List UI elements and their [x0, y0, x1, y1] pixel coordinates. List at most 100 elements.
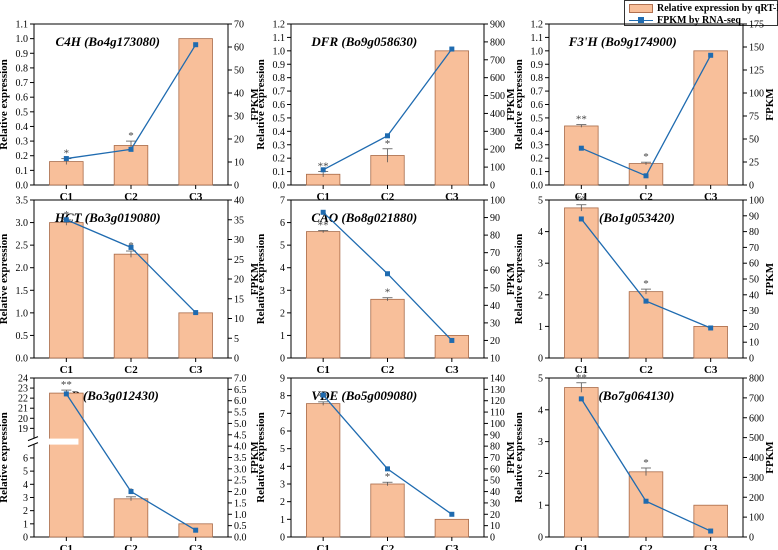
x-tick-label: C1 [316, 543, 329, 550]
y-axis-label: Relative expression [0, 59, 10, 150]
bar-C2 [370, 298, 405, 359]
bar-C1 [564, 207, 599, 359]
significance-mark: * [643, 151, 649, 163]
y-tick-label: 0.7 [16, 78, 29, 89]
fpkm-point-C1 [63, 156, 69, 162]
y2-tick-label: 175 [749, 20, 764, 31]
y-tick-label: 1.1 [273, 33, 286, 44]
y2-tick-label: 90 [749, 211, 759, 222]
y2-tick-label: 70 [749, 243, 759, 254]
significance-mark: ** [61, 379, 72, 391]
significance-mark: ** [576, 194, 587, 206]
y-tick-label: 1 [538, 501, 543, 512]
y2-tick-label: 50 [749, 275, 759, 286]
y-axis-label: Relative expression [0, 234, 10, 325]
y-axis-label: Relative expression [255, 59, 267, 150]
y-tick-label: 23 [18, 384, 28, 395]
fpkm-point-C2 [128, 146, 134, 152]
fpkm-point-C2 [643, 173, 649, 179]
y-tick-label: 8 [280, 391, 285, 402]
y-tick-label: 0.8 [531, 73, 544, 84]
y-tick-label: 0.9 [16, 49, 29, 60]
y2-tick-label: 600 [490, 73, 505, 84]
y2-tick-label: 4.5 [234, 430, 247, 441]
y2-tick-label: 60 [749, 259, 759, 270]
y2-tick-label: 0.0 [234, 533, 247, 544]
y-tick-label: 1 [280, 515, 285, 526]
y-tick-label: 0.5 [16, 107, 29, 118]
chart-panel-1: 0.0 0.1 0.2 0.3 0.4 0.5 0.6 0.7 0.8 0.9 1.0 1.1 0 10 2… [0, 20, 261, 204]
y2-tick-label: 20 [749, 322, 759, 333]
y2-tick-label: 40 [234, 89, 244, 100]
chart-title: F3'H (Bo9g174900) [568, 34, 677, 49]
y-axis-label: Relative expression [513, 234, 525, 325]
x-tick-label: C3 [189, 191, 203, 203]
chart-title: DFR (Bo9g058630) [310, 34, 417, 49]
y2-axis-label: FPKM [249, 441, 261, 474]
y-tick-label: 0.4 [16, 122, 29, 133]
y2-tick-label: 40 [490, 301, 500, 312]
x-tick-label: C1 [316, 364, 329, 376]
y2-tick-label: 50 [490, 283, 500, 294]
y-tick-label: 24 [18, 374, 28, 385]
y-tick-label: 7 [280, 409, 285, 420]
bar-C1 [49, 222, 84, 359]
y-tick-label: 6 [280, 427, 285, 438]
chart-title: HCT (Bo3g019080) [54, 210, 161, 225]
y-tick-label: 0.3 [16, 137, 29, 148]
y-tick-label: 0.6 [273, 100, 286, 111]
axis-break-slash [27, 436, 39, 442]
y-tick-label: 5 [280, 444, 285, 455]
y-tick-label: 0.0 [531, 181, 544, 192]
y2-tick-label: 100 [490, 419, 505, 430]
bar-C3 [693, 50, 728, 186]
y-tick-label: 0.9 [531, 60, 544, 71]
y2-tick-label: 80 [490, 442, 500, 453]
y-tick-label: 0.2 [531, 154, 544, 165]
bar-C2 [370, 483, 405, 538]
y-tick-label: 3 [23, 493, 28, 504]
y-tick-label: 9 [280, 374, 285, 385]
y2-tick-label: 0 [749, 181, 754, 192]
y-tick-label: 0.7 [273, 87, 286, 98]
y2-tick-label: 70 [490, 453, 500, 464]
y-axis-label: Relative expression [255, 234, 267, 325]
y-tick-label: 1.0 [273, 46, 286, 57]
x-tick-label: C1 [60, 543, 73, 550]
y2-tick-label: 100 [749, 196, 764, 207]
y2-tick-label: 50 [234, 66, 244, 77]
y-tick-label: 1 [538, 322, 543, 333]
y2-tick-label: 6.5 [234, 385, 247, 396]
y-tick-label: 0.4 [273, 127, 286, 138]
y-tick-label: 0.0 [273, 181, 286, 192]
chart-title: CAO (Bo8g021880) [311, 210, 417, 225]
significance-mark: ** [318, 161, 329, 173]
y2-tick-label: 2.5 [234, 476, 247, 487]
bar-C1 [306, 231, 341, 359]
x-tick-label: C2 [639, 191, 653, 203]
bar-C1 [49, 392, 84, 538]
significance-mark: ** [576, 114, 587, 126]
y2-tick-label: 10 [234, 158, 244, 169]
y-tick-label: 0 [280, 533, 285, 544]
y2-axis-label: FPKM [249, 262, 261, 295]
y-tick-label: 2 [538, 469, 543, 480]
fpkm-point-C2 [385, 133, 390, 139]
bar-C3 [434, 518, 469, 538]
y2-tick-label: 800 [749, 374, 764, 385]
x-tick-label: C2 [381, 191, 395, 203]
y2-tick-label: 50 [490, 476, 500, 487]
y2-tick-label: 5 [234, 334, 239, 345]
y2-tick-label: 0 [749, 533, 754, 544]
x-tick-label: C2 [124, 543, 138, 550]
y-tick-label: 0 [280, 354, 285, 365]
y-tick-label: 0.1 [273, 167, 286, 178]
y-tick-label: 3 [280, 286, 285, 297]
chart-panel-4: 0.0 0.5 1.0 1.5 2.0 2.5 3.0 3.5 0 5 10 15 20 25 30 35 40… [0, 196, 261, 377]
bar-C1 [306, 403, 341, 538]
y-tick-label: 5 [538, 374, 543, 385]
y-tick-label: 5 [280, 241, 285, 252]
y2-tick-label: 70 [234, 20, 244, 31]
